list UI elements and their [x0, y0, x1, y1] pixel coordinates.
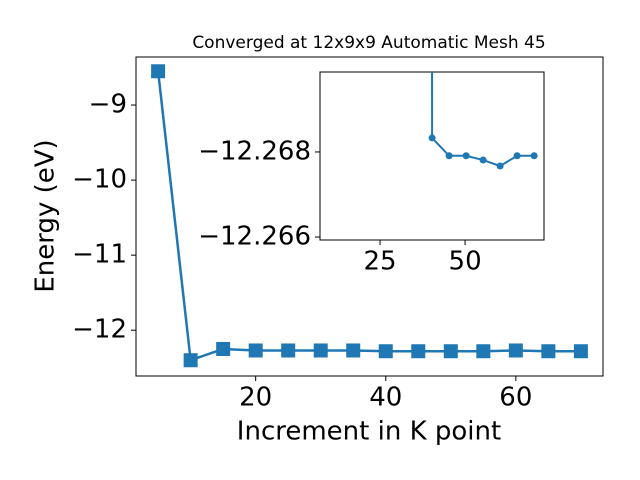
- x-tick-label: 20: [239, 383, 272, 413]
- marker: [281, 343, 296, 358]
- y-tick-label: −10: [72, 165, 127, 195]
- marker: [462, 152, 470, 160]
- marker: [573, 344, 588, 359]
- x-tick-label: 40: [369, 383, 402, 413]
- marker: [411, 344, 426, 359]
- x-axis-label: Increment in K point: [237, 417, 501, 447]
- marker: [248, 343, 263, 358]
- y-tick-label: −12: [72, 315, 127, 345]
- marker: [151, 64, 166, 79]
- plot-area: [151, 64, 588, 368]
- marker: [513, 152, 521, 160]
- marker: [530, 152, 538, 160]
- plot-area: [428, 72, 538, 170]
- y-tick-label: −11: [72, 240, 127, 270]
- marker: [346, 343, 361, 358]
- marker: [428, 134, 436, 142]
- y-tick-label: −12.266: [198, 222, 311, 252]
- marker: [508, 343, 523, 358]
- x-tick-label: 60: [499, 383, 532, 413]
- marker: [445, 152, 453, 160]
- x-tick-label: 25: [363, 247, 396, 277]
- marker: [496, 162, 504, 170]
- marker: [183, 353, 198, 368]
- y-tick-label: −9: [89, 90, 127, 120]
- marker: [479, 156, 487, 164]
- marker: [476, 344, 491, 359]
- marker: [443, 344, 458, 359]
- marker: [378, 344, 393, 359]
- marker: [216, 341, 231, 356]
- marker: [313, 343, 328, 358]
- y-tick-label: −12.268: [198, 136, 311, 166]
- marker: [541, 344, 556, 359]
- chart-title: Converged at 12x9x9 Automatic Mesh 45: [192, 33, 545, 53]
- y-axis-label: Energy (eV): [31, 139, 61, 292]
- x-tick-label: 50: [449, 247, 482, 277]
